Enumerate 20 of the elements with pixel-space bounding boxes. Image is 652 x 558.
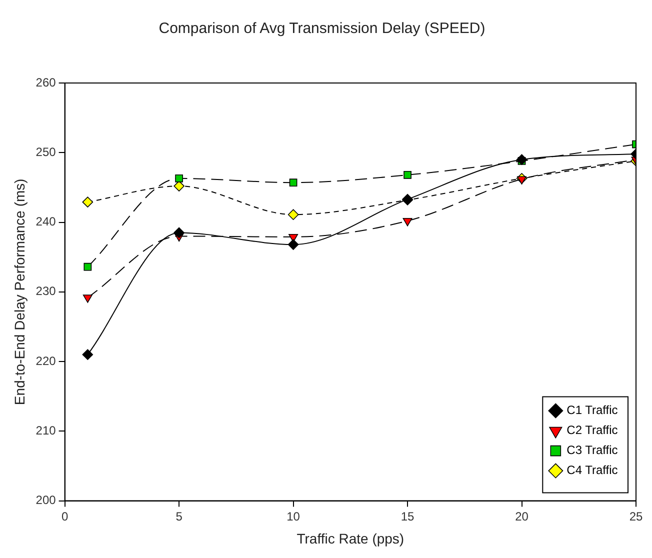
legend-label: C1 Traffic xyxy=(566,403,618,418)
y-tick-label: 230 xyxy=(36,284,56,298)
x-tick-label: 10 xyxy=(286,509,300,524)
y-tick-label: 220 xyxy=(36,354,56,368)
legend-label: C4 Traffic xyxy=(566,463,618,478)
y-tick-label: 210 xyxy=(36,423,56,438)
chart-title: Comparison of Avg Transmission Delay (SPEED) xyxy=(158,20,486,38)
y-tick-label: 240 xyxy=(36,214,56,229)
y-tick-label: 200 xyxy=(36,493,56,508)
x-axis-title: Traffic Rate (pps) xyxy=(296,530,404,546)
y-tick-label: 250 xyxy=(36,144,56,159)
x-tick-label: 20 xyxy=(515,509,529,524)
x-tick-label: 5 xyxy=(176,509,183,524)
legend-label: C3 Traffic xyxy=(566,443,618,458)
x-tick-label: 15 xyxy=(400,509,415,524)
legend-label: C2 Traffic xyxy=(566,423,618,438)
y-tick-label: 260 xyxy=(36,75,56,90)
x-tick-label: 0 xyxy=(61,509,68,524)
y-axis-title: End-to-End Delay Performance (ms) xyxy=(11,178,28,406)
x-tick-label: 25 xyxy=(629,509,643,524)
